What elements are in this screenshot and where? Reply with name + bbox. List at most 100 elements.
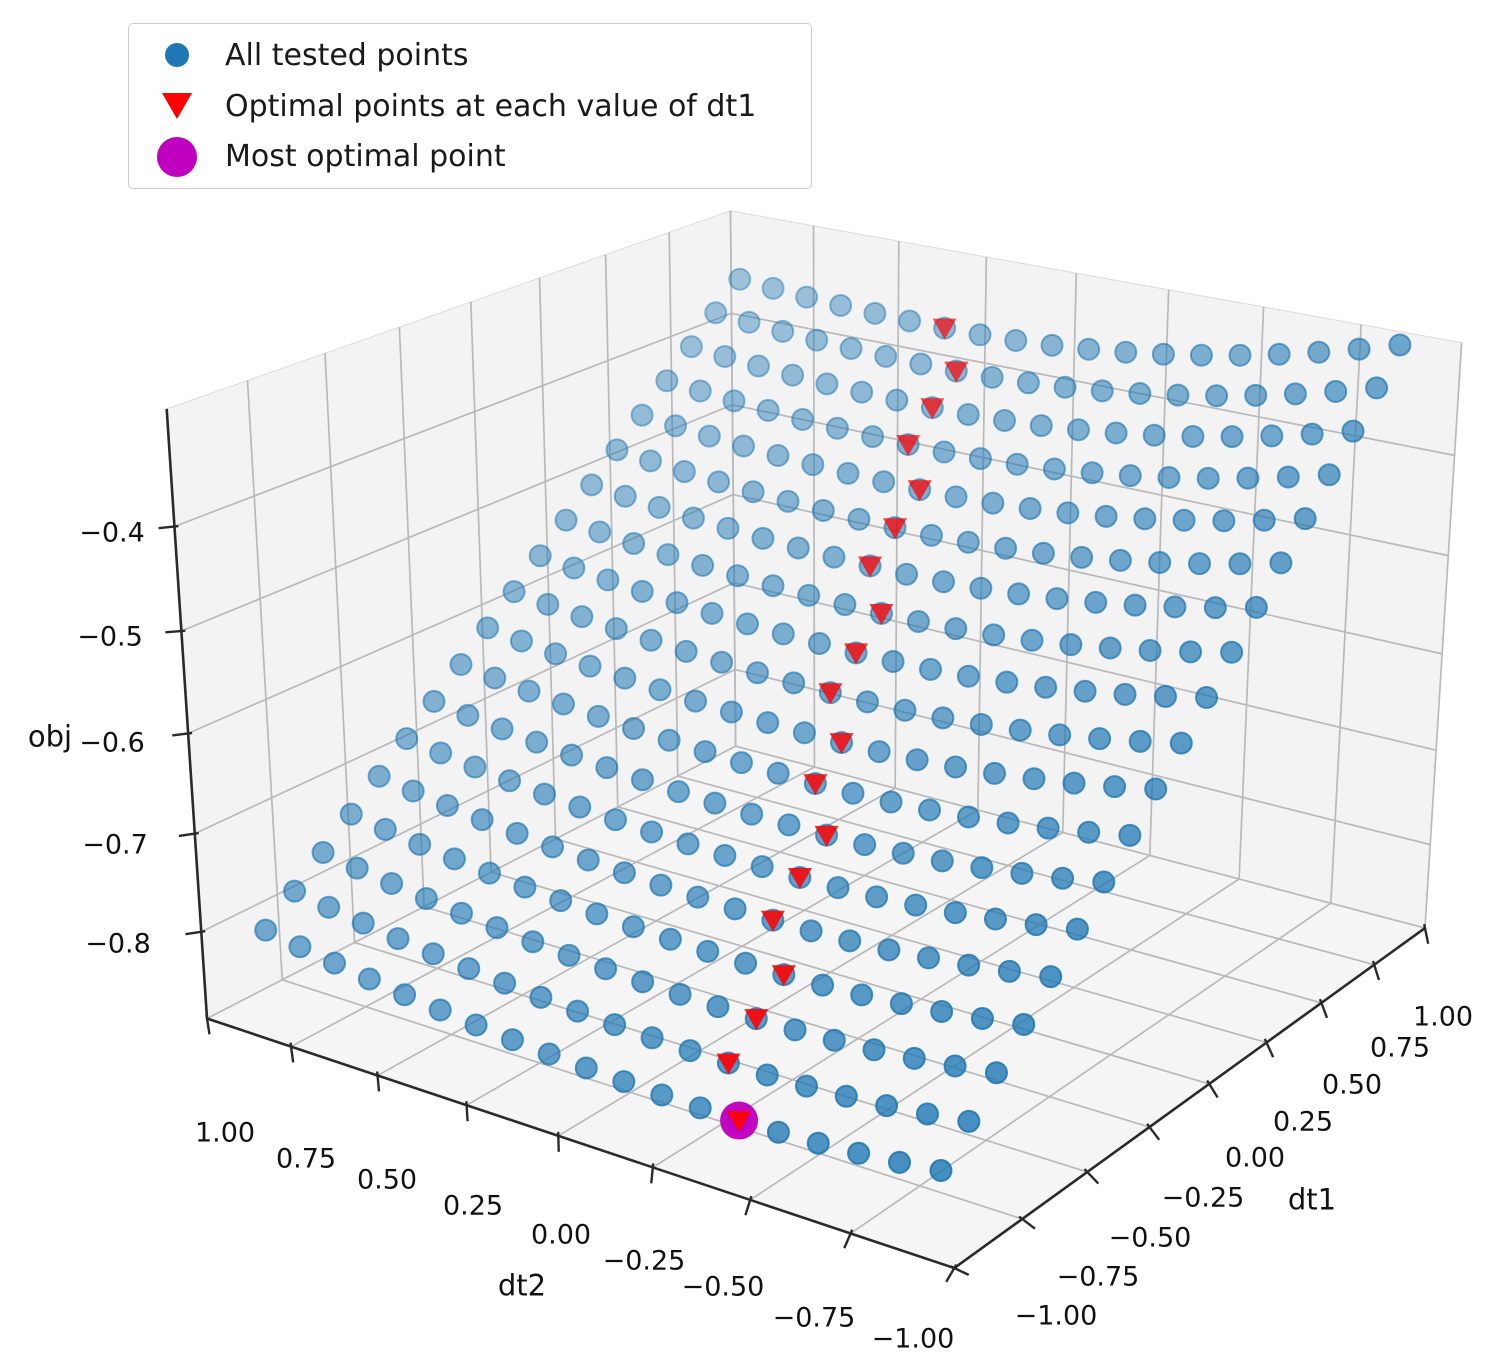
- z-axis-label: obj: [27, 719, 73, 754]
- tested-point: [1189, 343, 1213, 367]
- tested-point: [665, 591, 689, 615]
- tested-point: [1092, 870, 1116, 894]
- tested-point: [756, 711, 780, 735]
- y-axis-label: dt2: [497, 1268, 547, 1303]
- tested-point: [889, 992, 913, 1016]
- tested-point: [311, 840, 335, 864]
- optimal-point: [787, 868, 812, 890]
- tested-point: [696, 939, 720, 963]
- optimal-point: [814, 825, 839, 847]
- tick-mark: [744, 1195, 753, 1216]
- tested-point: [1142, 423, 1166, 447]
- optimal-point: [907, 480, 932, 502]
- tested-point: [676, 832, 700, 856]
- tested-point: [741, 480, 765, 504]
- tested-point: [1020, 628, 1044, 652]
- tick-label: 0.25: [442, 1190, 504, 1222]
- tested-point: [969, 712, 993, 736]
- tested-point: [681, 506, 705, 530]
- tested-point: [862, 1038, 886, 1062]
- tested-point: [551, 692, 575, 716]
- tested-point: [906, 609, 930, 633]
- tick-mark: [165, 629, 186, 634]
- tested-point: [1341, 419, 1365, 443]
- tested-point: [576, 848, 600, 872]
- tested-point: [1307, 340, 1331, 364]
- legend-item-all-tested-points: All tested points: [129, 30, 811, 81]
- tested-point: [408, 832, 432, 856]
- tested-point: [745, 661, 769, 685]
- tick-mark: [465, 1101, 469, 1122]
- tested-point: [956, 403, 980, 427]
- tested-point: [557, 943, 581, 967]
- grid-line: [1424, 342, 1463, 929]
- grid-line: [490, 871, 1210, 1085]
- tested-point: [612, 861, 636, 885]
- tested-point: [766, 761, 790, 785]
- tested-point: [722, 389, 746, 413]
- tested-point: [464, 1013, 488, 1037]
- tested-point: [1010, 861, 1034, 885]
- tested-point: [517, 679, 541, 703]
- tick-label: 0.00: [530, 1219, 592, 1251]
- tested-point: [893, 698, 917, 722]
- tested-point: [863, 301, 887, 325]
- tested-point: [470, 808, 494, 832]
- tested-point: [855, 690, 879, 714]
- tested-point: [885, 388, 909, 412]
- tested-point: [902, 1046, 926, 1070]
- tested-point: [932, 440, 956, 464]
- tested-point: [716, 516, 740, 540]
- tick-label: −0.25: [602, 1245, 686, 1277]
- tested-point: [915, 1102, 939, 1126]
- tested-point: [594, 957, 618, 981]
- tested-point: [1098, 636, 1122, 660]
- tested-point: [1114, 340, 1138, 364]
- tested-point: [1163, 595, 1187, 619]
- tested-point: [1293, 507, 1317, 531]
- tested-point: [544, 642, 568, 666]
- tick-mark: [376, 1071, 381, 1092]
- tested-point: [904, 893, 928, 917]
- tested-point: [805, 328, 829, 352]
- tested-point: [1148, 551, 1172, 575]
- optimal-point: [882, 518, 907, 540]
- tested-point: [1118, 823, 1142, 847]
- tested-point: [529, 985, 553, 1009]
- tested-point: [874, 344, 898, 368]
- tested-point: [1133, 507, 1157, 531]
- tested-point: [943, 901, 967, 925]
- tested-point: [586, 704, 610, 728]
- tested-point: [560, 743, 584, 767]
- grid-line: [749, 878, 1240, 1201]
- tested-point: [1276, 465, 1300, 489]
- tested-point: [1228, 343, 1252, 367]
- tested-point: [918, 798, 942, 822]
- tested-point: [639, 628, 663, 652]
- tick-mark: [205, 1014, 211, 1035]
- tested-point: [562, 556, 586, 580]
- tested-point: [822, 1028, 846, 1052]
- tested-point: [498, 769, 522, 793]
- tested-point: [1188, 552, 1212, 576]
- grid-line: [174, 312, 732, 528]
- tested-point: [707, 470, 731, 494]
- optimal-point: [760, 910, 785, 932]
- tested-point: [1113, 682, 1137, 706]
- red-triangle-down-icon: [162, 93, 192, 119]
- tested-point: [970, 856, 994, 880]
- tested-point: [414, 887, 438, 911]
- tested-point: [944, 755, 968, 779]
- tested-point: [734, 951, 758, 975]
- tested-point: [1039, 965, 1063, 989]
- tested-point: [815, 372, 839, 396]
- tested-point: [713, 843, 737, 867]
- tested-point: [605, 438, 629, 462]
- tested-point: [847, 1141, 871, 1165]
- tested-point: [1244, 595, 1268, 619]
- grid-line: [246, 380, 284, 980]
- tested-point: [521, 930, 545, 954]
- tested-point: [457, 957, 481, 981]
- grid-line: [617, 806, 1322, 1004]
- tested-point: [983, 907, 1007, 931]
